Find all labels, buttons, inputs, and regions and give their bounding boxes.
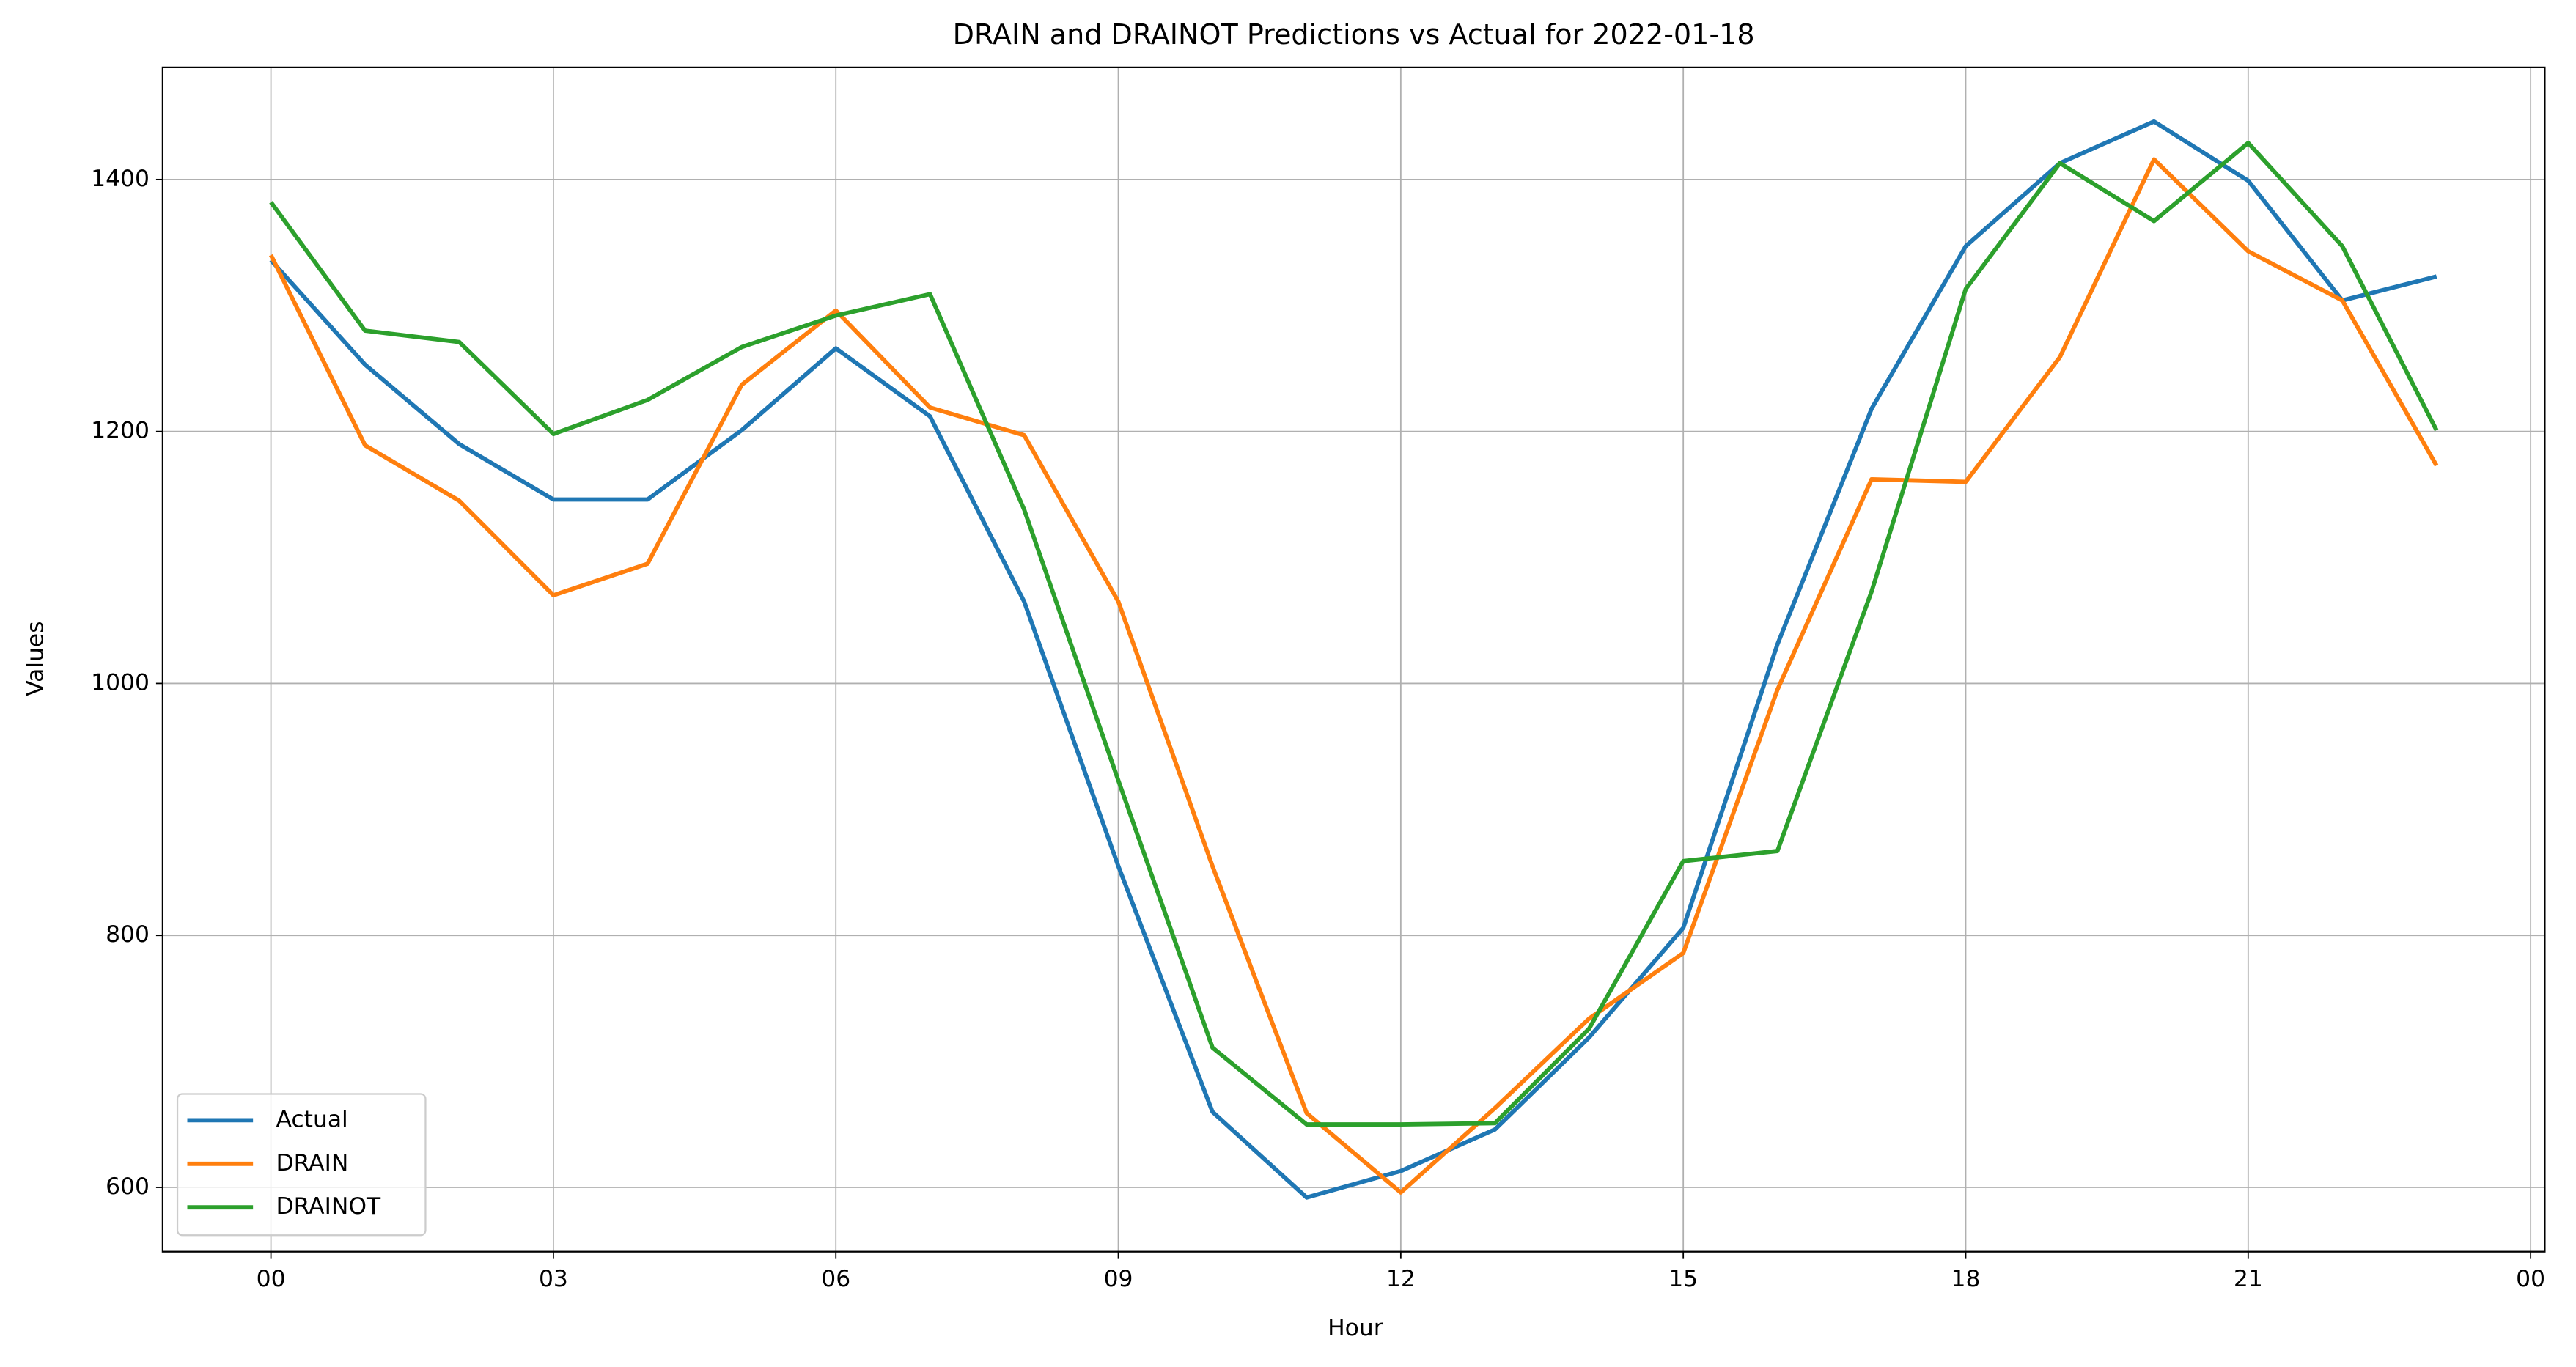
x-tick-label: 00	[2516, 1266, 2545, 1292]
x-tick-label: 18	[1951, 1266, 1981, 1292]
x-tick-label: 12	[1386, 1266, 1416, 1292]
y-tick-label: 600	[106, 1173, 150, 1200]
line-series	[269, 141, 2439, 1127]
x-tick-label: 06	[821, 1266, 850, 1292]
x-tick-label: 00	[257, 1266, 286, 1292]
x-tick-label: 15	[1668, 1266, 1698, 1292]
x-tick-label: 09	[1104, 1266, 1133, 1292]
y-axis-label: Values	[22, 621, 48, 696]
legend-label: DRAINOT	[276, 1193, 382, 1220]
x-tick-label: 03	[539, 1266, 568, 1292]
plot-frame	[161, 66, 2546, 1253]
x-tick-label: 21	[2234, 1266, 2263, 1292]
y-tick-label: 1200	[91, 418, 150, 444]
legend-box	[176, 1093, 427, 1237]
line-series	[268, 157, 2439, 1195]
line-series	[269, 119, 2437, 1200]
legend-label: DRAIN	[276, 1150, 349, 1176]
chart-title: DRAIN and DRAINOT Predictions vs Actual …	[953, 18, 1755, 51]
x-axis-label: Hour	[1328, 1315, 1383, 1341]
y-tick-label: 1000	[91, 669, 150, 696]
y-tick-label: 800	[106, 921, 150, 948]
legend: Actual DRAIN DRAINOT	[176, 1093, 427, 1237]
y-tick-label: 1400	[91, 166, 150, 192]
legend-label: Actual	[276, 1106, 348, 1132]
